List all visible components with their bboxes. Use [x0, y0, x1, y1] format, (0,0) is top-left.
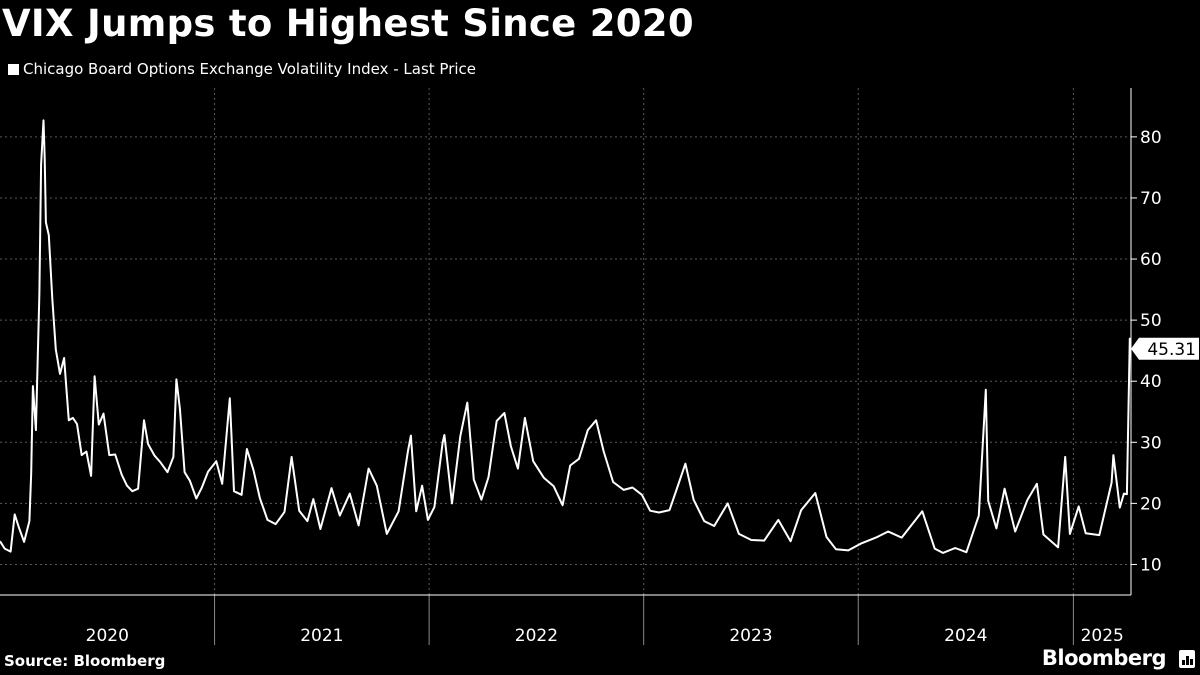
x-tick-label: 2023: [729, 626, 772, 646]
y-tick-label: 70: [1140, 189, 1162, 209]
y-tick-label: 60: [1140, 250, 1162, 270]
brand-logo: Bloomberg: [1041, 646, 1167, 670]
bloomberg-bar-icon: [1179, 650, 1195, 668]
legend-label: Chicago Board Options Exchange Volatilit…: [23, 60, 477, 78]
y-tick-label: 30: [1140, 433, 1162, 453]
chart-title: VIX Jumps to Highest Since 2020: [2, 2, 694, 45]
last-value-label: 45.31: [1147, 340, 1196, 360]
legend: Chicago Board Options Exchange Volatilit…: [8, 60, 476, 78]
series-line-vix: [0, 119, 1132, 554]
legend-swatch: [8, 63, 19, 75]
y-tick-label: 10: [1140, 555, 1162, 575]
x-tick-label: 2020: [86, 626, 129, 646]
y-tick-label: 20: [1140, 494, 1162, 514]
x-tick-label: 2024: [944, 626, 987, 646]
x-tick-label: 2021: [300, 626, 343, 646]
y-tick-label: 40: [1140, 372, 1162, 392]
x-tick-label: 2025: [1081, 626, 1124, 646]
x-tick-label: 2022: [515, 626, 558, 646]
last-value-callout: [1131, 337, 1199, 360]
y-tick-label: 80: [1140, 128, 1162, 148]
source-note: Source: Bloomberg: [4, 652, 166, 670]
y-tick-label: 50: [1140, 311, 1162, 331]
